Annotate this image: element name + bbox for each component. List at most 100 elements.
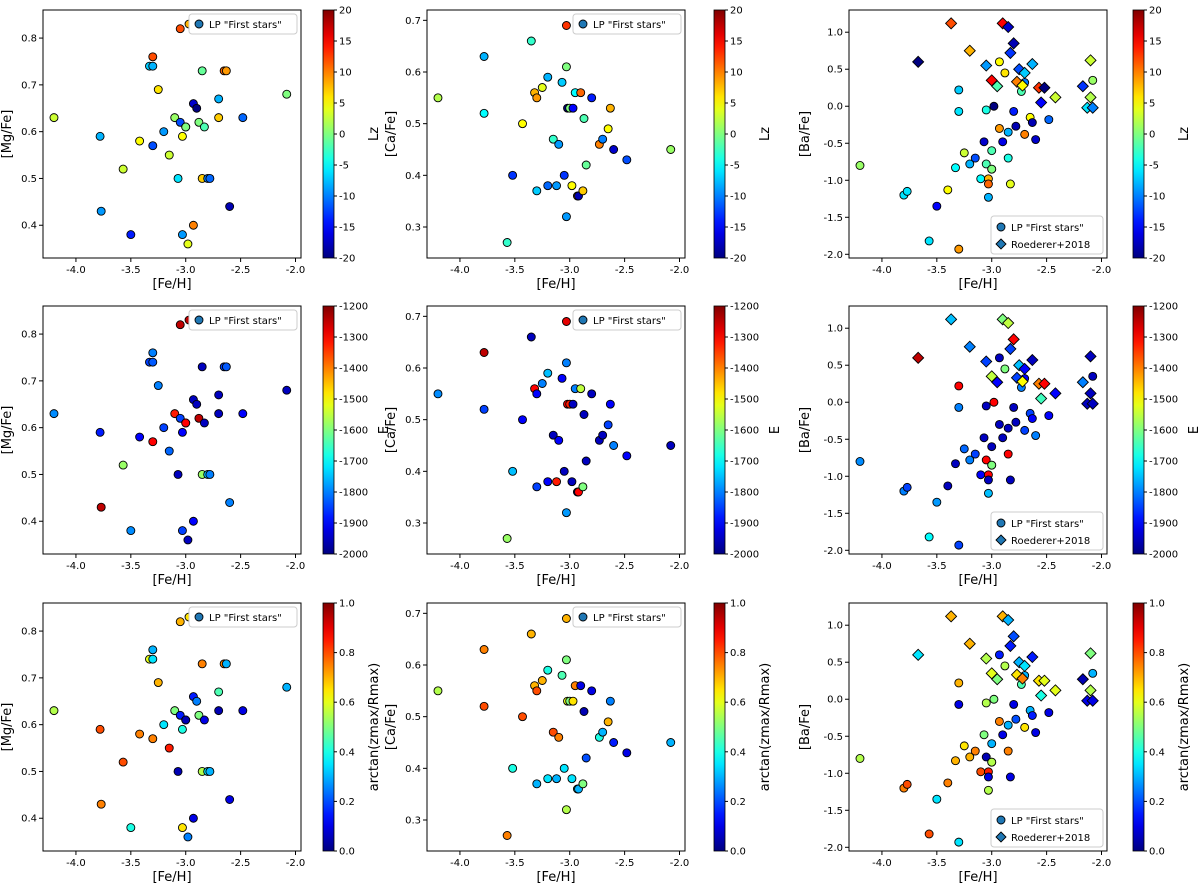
data-point[interactable] — [1000, 661, 1010, 671]
data-point[interactable] — [943, 481, 953, 491]
data-point[interactable] — [1003, 746, 1013, 756]
data-point[interactable] — [965, 159, 975, 169]
data-point-diamond[interactable] — [1086, 694, 1099, 707]
data-point[interactable] — [979, 730, 989, 740]
data-point[interactable] — [159, 720, 169, 730]
data-point-diamond[interactable] — [1049, 387, 1062, 400]
data-point[interactable] — [622, 155, 632, 165]
data-point[interactable] — [148, 645, 158, 655]
data-point[interactable] — [1011, 714, 1021, 724]
data-point[interactable] — [567, 774, 577, 784]
data-point[interactable] — [943, 185, 953, 195]
data-point[interactable] — [173, 767, 183, 776]
data-point[interactable] — [177, 823, 187, 833]
data-point[interactable] — [532, 779, 542, 789]
data-point[interactable] — [153, 678, 163, 687]
data-point[interactable] — [532, 186, 542, 196]
data-point[interactable] — [1027, 711, 1037, 720]
data-point-diamond[interactable] — [963, 340, 976, 353]
data-point[interactable] — [976, 767, 986, 777]
data-point[interactable] — [576, 681, 586, 691]
data-point[interactable] — [183, 832, 193, 842]
data-point[interactable] — [49, 706, 59, 716]
data-point-diamond[interactable] — [912, 351, 925, 364]
data-point[interactable] — [518, 119, 527, 129]
data-point[interactable] — [135, 432, 145, 442]
data-point[interactable] — [282, 89, 292, 99]
data-point[interactable] — [177, 724, 187, 734]
data-point[interactable] — [181, 418, 191, 428]
data-point[interactable] — [49, 113, 59, 123]
data-point-diamond[interactable] — [1018, 362, 1031, 376]
data-point[interactable] — [605, 399, 615, 409]
data-point[interactable] — [221, 66, 231, 76]
data-point[interactable] — [96, 206, 106, 216]
data-point[interactable] — [981, 159, 991, 169]
data-point[interactable] — [148, 654, 158, 664]
data-point[interactable] — [153, 85, 163, 94]
data-point[interactable] — [225, 202, 235, 211]
data-point[interactable] — [1011, 121, 1021, 131]
data-point[interactable] — [970, 746, 980, 756]
data-point[interactable] — [578, 779, 588, 789]
data-point[interactable] — [557, 77, 567, 87]
data-point[interactable] — [537, 379, 547, 388]
data-point[interactable] — [943, 778, 953, 788]
data-point-diamond[interactable] — [1018, 659, 1031, 673]
data-point[interactable] — [164, 150, 174, 160]
data-point[interactable] — [238, 113, 248, 123]
data-point[interactable] — [543, 477, 553, 487]
data-point[interactable] — [192, 103, 202, 113]
data-point[interactable] — [987, 757, 997, 767]
data-point[interactable] — [543, 665, 553, 675]
data-point[interactable] — [954, 85, 964, 95]
data-point[interactable] — [983, 772, 993, 782]
data-point[interactable] — [954, 540, 964, 550]
data-point[interactable] — [1003, 720, 1013, 730]
data-point[interactable] — [994, 57, 1004, 67]
data-point[interactable] — [579, 707, 589, 716]
data-point[interactable] — [135, 136, 145, 146]
data-point[interactable] — [126, 230, 136, 240]
data-point-diamond[interactable] — [963, 44, 976, 57]
data-point[interactable] — [959, 148, 969, 158]
data-point[interactable] — [518, 415, 527, 425]
data-point-diamond[interactable] — [991, 80, 1004, 93]
data-point[interactable] — [1000, 68, 1010, 78]
data-point[interactable] — [1009, 402, 1019, 412]
data-point[interactable] — [1031, 431, 1041, 441]
data-point[interactable] — [1088, 75, 1098, 85]
data-point[interactable] — [532, 482, 542, 492]
data-point[interactable] — [559, 763, 569, 773]
data-point[interactable] — [205, 174, 215, 183]
data-point[interactable] — [49, 409, 59, 419]
data-point[interactable] — [666, 441, 676, 450]
data-point[interactable] — [238, 409, 248, 419]
data-point[interactable] — [126, 823, 136, 833]
data-point[interactable] — [561, 614, 571, 623]
data-point[interactable] — [1003, 153, 1013, 163]
data-point[interactable] — [568, 696, 578, 706]
data-point[interactable] — [579, 410, 589, 419]
data-point[interactable] — [561, 212, 571, 222]
data-point[interactable] — [1031, 728, 1041, 738]
data-point[interactable] — [135, 729, 145, 739]
data-point-diamond[interactable] — [1038, 81, 1051, 94]
data-point[interactable] — [959, 444, 969, 454]
data-point[interactable] — [951, 756, 960, 766]
data-point[interactable] — [148, 141, 158, 151]
data-point[interactable] — [932, 497, 942, 507]
data-point-diamond[interactable] — [1016, 79, 1029, 92]
data-point[interactable] — [1027, 118, 1037, 127]
data-point[interactable] — [238, 706, 248, 716]
data-point[interactable] — [603, 124, 613, 134]
data-point-diamond[interactable] — [980, 59, 993, 72]
data-point[interactable] — [998, 433, 1008, 443]
data-point[interactable] — [96, 502, 106, 512]
data-point[interactable] — [1044, 708, 1054, 718]
data-point[interactable] — [1088, 668, 1098, 678]
data-point[interactable] — [970, 153, 980, 163]
data-point-diamond[interactable] — [1049, 684, 1062, 697]
data-point[interactable] — [605, 696, 615, 706]
data-point-diamond[interactable] — [1084, 350, 1097, 363]
